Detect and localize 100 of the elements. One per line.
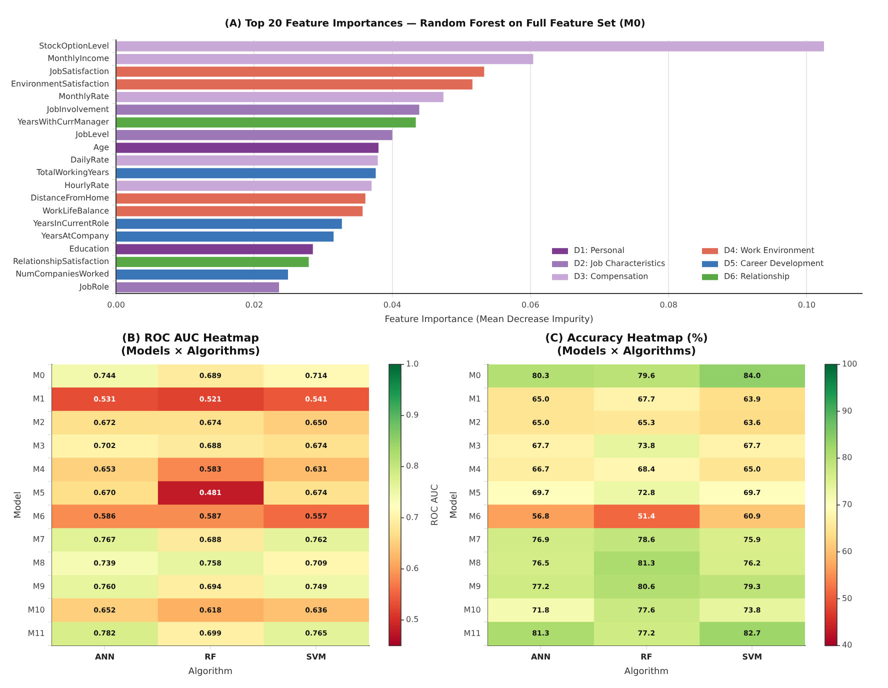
y-tick-label: M3 — [32, 441, 45, 450]
y-tick-label: NumCompaniesWorked — [16, 270, 110, 279]
bar — [116, 117, 416, 128]
x-tick-label: 0.10 — [798, 300, 816, 310]
y-tick-label: RelationshipSatisfaction — [12, 256, 110, 266]
x-tick-label: 0.06 — [522, 300, 540, 310]
color-bar-label: 0.5 — [406, 615, 419, 624]
y-tick-label: DailyRate — [70, 156, 110, 165]
y-tick-label: YearsInCurrentRole — [32, 218, 110, 228]
y-tick-label: YearsWithCurrManager — [16, 118, 110, 126]
bar — [116, 270, 288, 280]
bar — [116, 54, 534, 64]
y-tick-label: M4 — [32, 464, 45, 474]
y-tick-label: M0 — [32, 371, 45, 380]
x-axis-title: Algorithm — [624, 666, 668, 677]
y-tick-label: M9 — [32, 582, 45, 592]
chart-title: (C) Accuracy Heatmap (%) (Models × Algorithms) — [545, 331, 708, 358]
legend-label: D4: Work Environment — [724, 246, 814, 256]
y-axis-title: Model — [14, 491, 24, 519]
legend-label: D5: Career Development — [724, 259, 824, 268]
bar — [116, 104, 420, 115]
x-tick-label: 0.00 — [107, 300, 125, 310]
color-bar-label: 1.0 — [406, 359, 419, 368]
x-axis-title: Algorithm — [188, 666, 232, 677]
y-tick-label: M6 — [468, 512, 481, 521]
bar — [116, 155, 378, 166]
x-tick-label: ANN — [530, 652, 551, 662]
color-bar-label: 0.7 — [406, 512, 419, 522]
color-bar-label: 0.8 — [406, 462, 419, 471]
y-tick-label: DistanceFromHome — [30, 194, 110, 203]
y-tick-label: Age — [94, 142, 110, 152]
y-tick-label: WorkLifeBalance — [42, 206, 110, 216]
y-tick-label: Education — [69, 244, 110, 254]
y-tick-label: M4 — [468, 464, 481, 474]
y-tick-label: MonthlyRate — [58, 92, 110, 102]
bar — [116, 168, 376, 178]
y-tick-label: YearsAtCompany — [40, 232, 110, 241]
y-tick-label: StockOptionLevel — [39, 41, 110, 50]
chart-title: (A) Top 20 Feature Importances — Random Forest on Full Feature Set (M0) — [224, 18, 646, 30]
y-tick-label: MonthlyIncome — [48, 54, 110, 64]
x-tick-label: SVM — [306, 652, 326, 662]
bar — [116, 142, 378, 153]
x-axis-title: Feature Importance (Mean Decrease Impurity) — [384, 314, 594, 325]
color-bar-label: 70 — [842, 500, 852, 510]
legend-label: D3: Compensation — [574, 272, 648, 282]
color-bar-label: 80 — [842, 453, 852, 462]
y-tick-label: M3 — [468, 441, 481, 450]
x-tick-label: 0.04 — [383, 300, 402, 310]
x-tick-label: SVM — [742, 652, 762, 662]
legend-label: D6: Relationship — [724, 272, 790, 282]
y-tick-label: M2 — [32, 418, 45, 428]
color-bar-label: 40 — [842, 640, 852, 650]
y-tick-label: JobLevel — [74, 130, 110, 140]
bar — [116, 180, 372, 191]
x-tick-label: 0.08 — [660, 300, 678, 310]
y-tick-label: M8 — [32, 558, 45, 568]
y-tick-label: M1 — [32, 394, 45, 404]
color-bar-label: 100 — [842, 359, 858, 368]
x-tick-label: ANN — [94, 652, 115, 662]
bar — [116, 231, 334, 242]
bar — [116, 244, 313, 254]
y-tick-label: HourlyRate — [64, 180, 110, 190]
bar — [116, 193, 366, 204]
y-tick-label: JobSatisfaction — [48, 66, 110, 76]
y-tick-label: M10 — [464, 606, 481, 615]
bar — [116, 256, 309, 267]
y-tick-label: M9 — [468, 582, 481, 592]
bar — [116, 41, 824, 52]
y-tick-label: M7 — [32, 535, 45, 544]
bar — [116, 79, 472, 90]
x-tick-label: RF — [204, 652, 216, 662]
y-tick-label: M1 — [468, 394, 481, 404]
y-tick-label: M5 — [468, 488, 481, 498]
y-tick-label: M6 — [32, 512, 45, 521]
y-axis-title: Model — [450, 491, 460, 519]
x-tick-label: RF — [640, 652, 652, 662]
legend-label: D2: Job Characteristics — [574, 259, 666, 268]
x-tick-label: 0.02 — [245, 300, 264, 310]
bar — [116, 282, 280, 292]
color-bar-label: 60 — [842, 546, 852, 556]
color-bar-label: 50 — [842, 594, 852, 603]
y-tick-label: JobRole — [78, 282, 110, 292]
bar — [116, 206, 363, 216]
color-bar-title: ROC AUC — [430, 484, 440, 526]
bar — [116, 130, 392, 140]
y-tick-label: M7 — [468, 535, 481, 544]
bar — [116, 92, 444, 102]
bar — [116, 66, 484, 77]
y-tick-label: JobInvolvement — [46, 104, 110, 114]
y-tick-label: M2 — [468, 418, 481, 428]
y-tick-label: M11 — [464, 628, 481, 638]
color-bar-label: 0.6 — [406, 564, 419, 573]
chart-title: (B) ROC AUC Heatmap (Models × Algorithms) — [120, 331, 260, 358]
y-tick-label: M11 — [28, 628, 45, 638]
bar — [116, 218, 342, 229]
y-tick-label: M5 — [32, 488, 45, 498]
y-tick-label: M10 — [28, 606, 45, 615]
y-tick-label: TotalWorkingYears — [36, 168, 110, 178]
y-tick-label: M8 — [468, 558, 481, 568]
legend-label: D1: Personal — [574, 246, 624, 256]
